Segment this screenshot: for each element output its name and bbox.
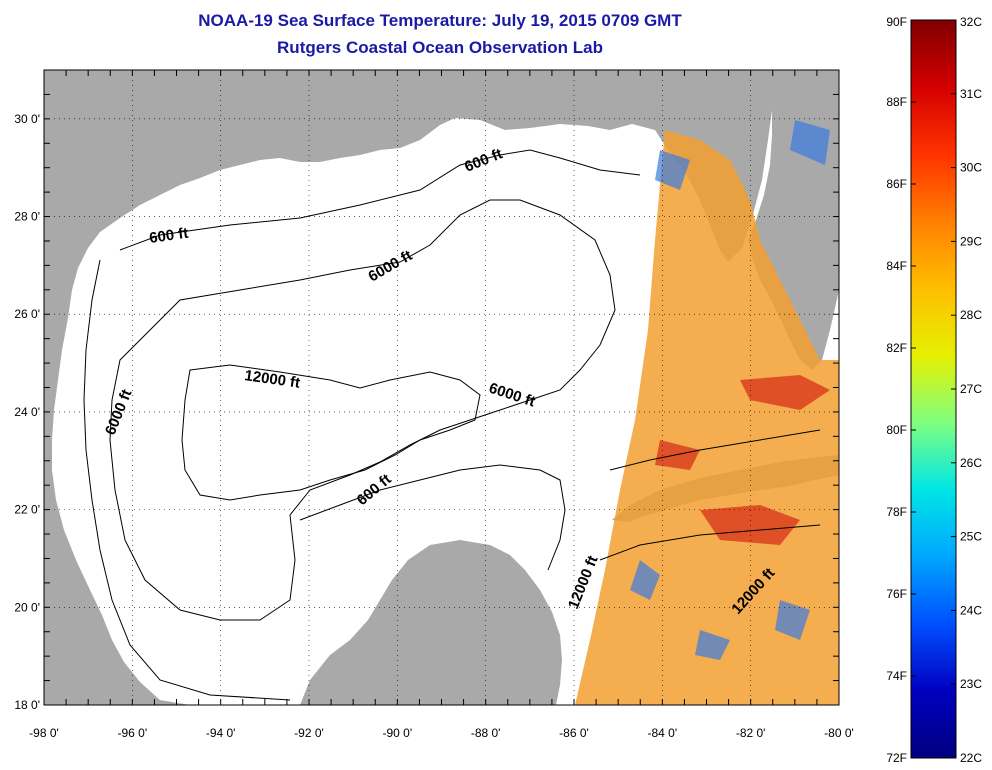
colorbar [910,19,957,759]
colorbar-f-label: 86F [886,177,907,191]
land-north-america [44,70,839,705]
colorbar-ticks: 90F 88F 86F 84F 82F 80F 78F 76F 74F 72F 32C 31C 30C 2… [886,15,982,765]
colorbar-f-label: 84F [886,259,907,273]
lat-label: 30 0' [14,112,40,126]
lat-label: 22 0' [14,503,40,517]
graticule [44,70,839,705]
contour-label-600ft-north: 600 ft [148,225,189,247]
colorbar-c-label: 23C [960,677,982,691]
contour-6000ft [109,199,616,621]
colorbar-f-label: 76F [886,587,907,601]
lon-label: -92 0' [294,726,324,740]
lat-label: 26 0' [14,307,40,321]
lon-label: -98 0' [29,726,59,740]
contour-600ft [83,149,641,701]
colorbar-c-label: 31C [960,87,982,101]
colorbar-f-label: 78F [886,505,907,519]
lat-label: 24 0' [14,405,40,419]
lon-label: -82 0' [736,726,766,740]
colorbar-f-label: 88F [886,95,907,109]
lat-label: 18 0' [14,698,40,712]
lat-label: 28 0' [14,210,40,224]
colorbar-c-label: 28C [960,308,982,322]
colorbar-c-label: 24C [960,603,982,617]
colorbar-c-label: 27C [960,382,982,396]
colorbar-f-label: 82F [886,341,907,355]
colorbar-c-label: 22C [960,751,982,765]
contour-12000ft [181,364,821,561]
lon-label: -96 0' [118,726,148,740]
colorbar-c-label: 32C [960,15,982,29]
lon-label: -84 0' [648,726,678,740]
colorbar-c-label: 30C [960,161,982,175]
colorbar-f-label: 72F [886,751,907,765]
colorbar-c-label: 26C [960,456,982,470]
lon-label: -80 0' [824,726,854,740]
land-yucatan [300,540,562,705]
lon-label: -94 0' [206,726,236,740]
lon-label: -86 0' [559,726,589,740]
map-subtitle: Rutgers Coastal Ocean Observation Lab [277,38,603,57]
map-title: NOAA-19 Sea Surface Temperature: July 19… [198,11,682,30]
colorbar-f-label: 80F [886,423,907,437]
lat-label: 20 0' [14,600,40,614]
sst-swath-warm-patches [655,375,830,545]
colorbar-f-label: 90F [886,15,907,29]
colorbar-f-label: 74F [886,669,907,683]
colorbar-c-label: 29C [960,234,982,248]
map-axes: -98 0' -96 0' -94 0' -92 0' -90 0' -88 0' -86 … [14,69,854,740]
lon-label: -88 0' [471,726,501,740]
colorbar-c-label: 25C [960,530,982,544]
lon-label: -90 0' [383,726,413,740]
